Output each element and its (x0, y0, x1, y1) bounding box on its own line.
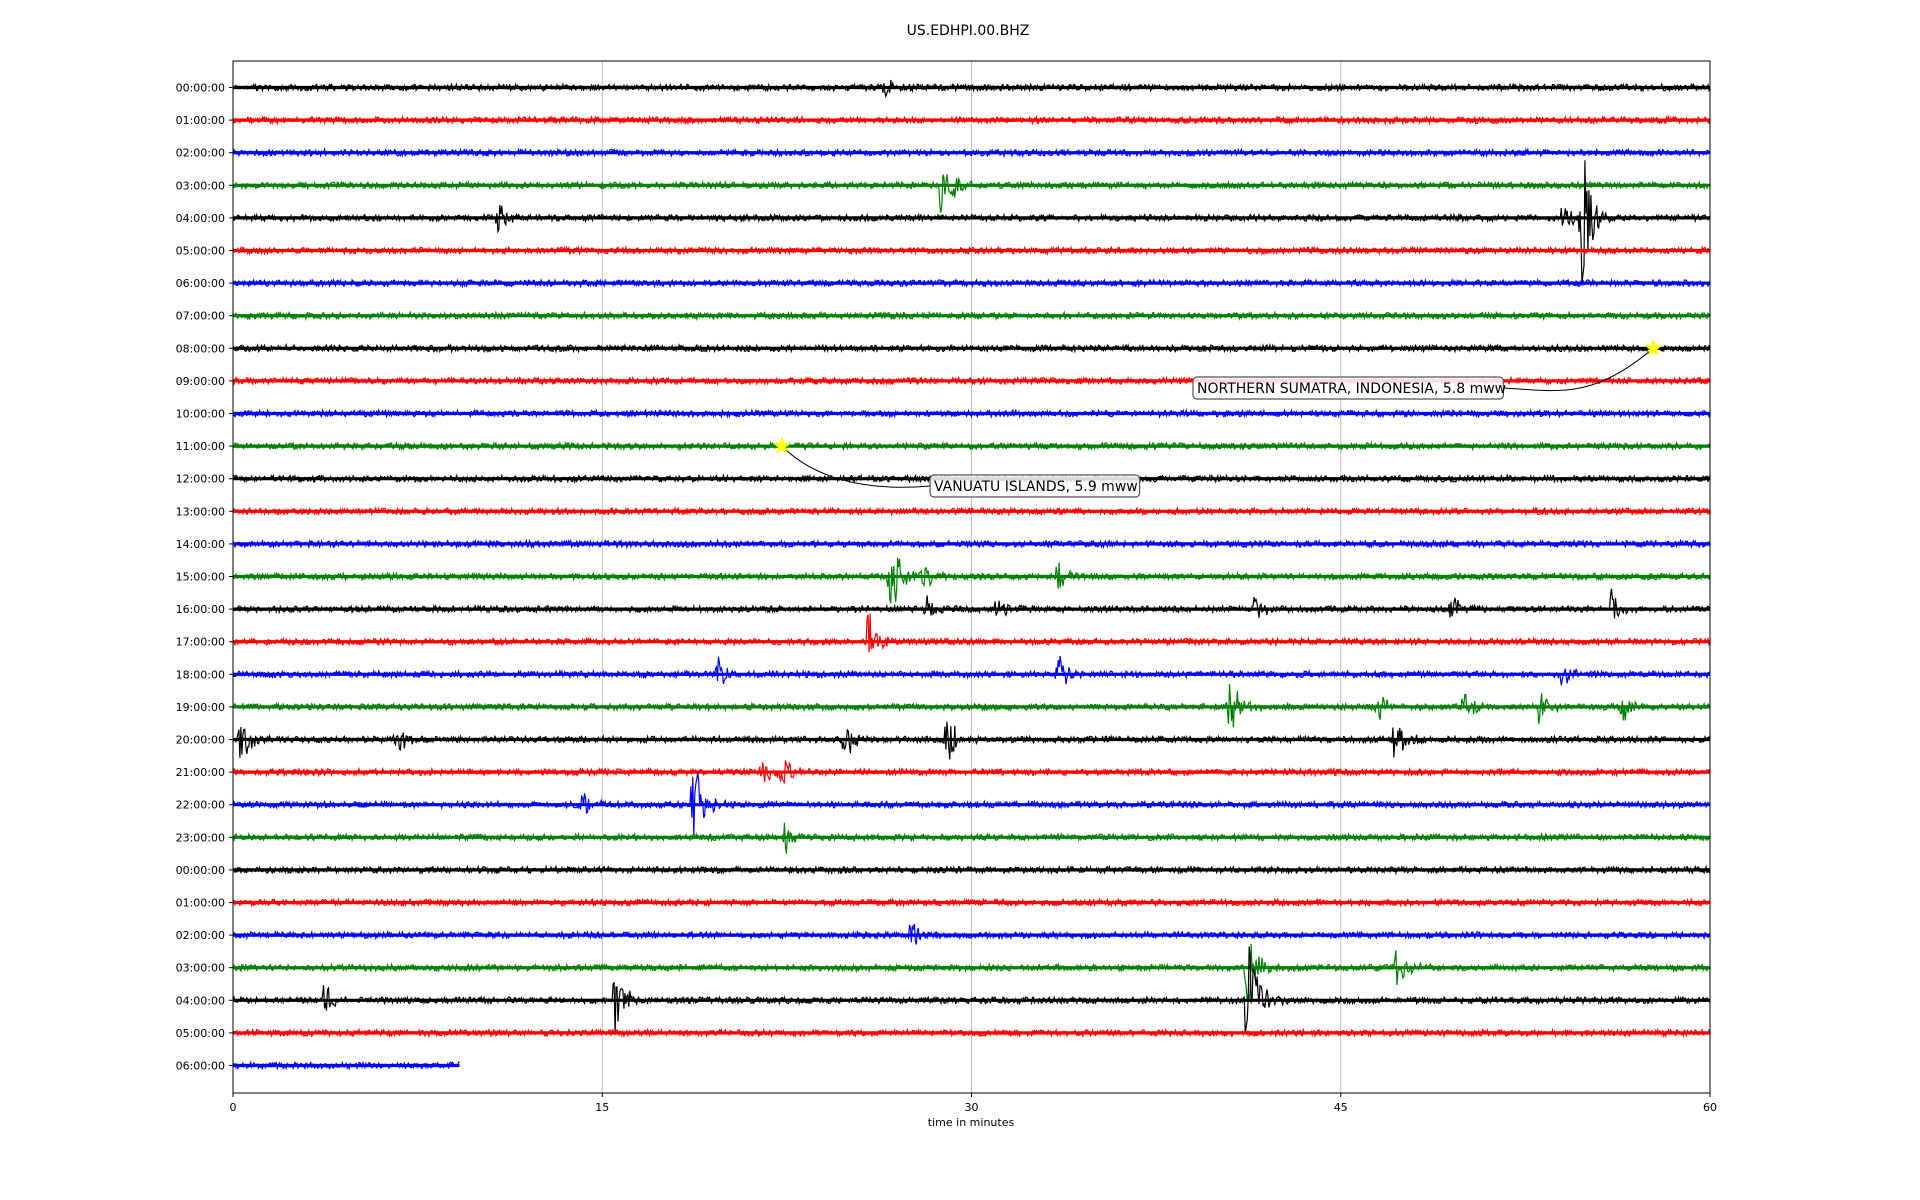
y-tick-label: 12:00:00 (176, 473, 225, 486)
y-tick-label: 16:00:00 (176, 603, 225, 616)
event-annotation: VANUATU ISLANDS, 5.9 mww (772, 436, 1141, 498)
y-tick-label: 06:00:00 (176, 1060, 225, 1073)
event-connector (1503, 347, 1654, 392)
y-tick-label: 17:00:00 (176, 636, 225, 649)
y-tick-label: 04:00:00 (176, 212, 225, 225)
y-tick-label: 02:00:00 (176, 929, 225, 942)
y-tick-label: 01:00:00 (176, 114, 225, 127)
event-annotation: NORTHERN SUMATRA, INDONESIA, 5.8 mww (1192, 338, 1663, 400)
x-tick-label: 60 (1703, 1101, 1717, 1114)
y-tick-label: 04:00:00 (176, 994, 225, 1007)
y-tick-label: 15:00:00 (176, 571, 225, 584)
y-tick-label: 23:00:00 (176, 831, 225, 844)
chart-title: US.EDHPI.00.BHZ (907, 23, 1030, 39)
y-tick-labels: 00:00:00 01:00:00 02:00:00 03:00:00 04:00:00… (176, 82, 233, 1073)
x-tick-label: 15 (595, 1101, 609, 1114)
y-tick-label: 03:00:00 (176, 962, 225, 975)
y-tick-label: 11:00:00 (176, 440, 225, 453)
y-tick-label: 06:00:00 (176, 277, 225, 290)
trace-row (232, 772, 1711, 836)
event-annotations: NORTHERN SUMATRA, INDONESIA, 5.8 mww VANU… (772, 338, 1663, 498)
y-tick-label: 19:00:00 (176, 701, 225, 714)
y-tick-label: 00:00:00 (176, 864, 225, 877)
y-tick-label: 09:00:00 (176, 375, 225, 388)
y-tick-label: 14:00:00 (176, 538, 225, 551)
event-star-icon (1644, 338, 1663, 357)
y-tick-label: 00:00:00 (176, 82, 225, 95)
y-tick-label: 22:00:00 (176, 799, 225, 812)
trace-row (232, 557, 1711, 604)
x-ticks: 0 15 30 45 60 (230, 1093, 1717, 1114)
y-tick-label: 02:00:00 (176, 147, 225, 160)
y-tick-label: 08:00:00 (176, 342, 225, 355)
event-connector (781, 445, 931, 488)
event-label: NORTHERN SUMATRA, INDONESIA, 5.8 mww (1197, 381, 1506, 397)
x-tick-label: 30 (965, 1101, 979, 1114)
y-tick-label: 18:00:00 (176, 668, 225, 681)
y-tick-label: 01:00:00 (176, 897, 225, 910)
y-tick-label: 07:00:00 (176, 310, 225, 323)
event-label: VANUATU ISLANDS, 5.9 mww (934, 479, 1138, 495)
trace-row (232, 147, 1711, 159)
event-label-box (929, 474, 1141, 498)
x-tick-label: 45 (1334, 1101, 1348, 1114)
plot-frame (232, 60, 1711, 1094)
y-tick-label: 13:00:00 (176, 505, 225, 518)
event-label-box (1192, 376, 1504, 400)
y-tick-label: 05:00:00 (176, 245, 225, 258)
y-tick-label: 10:00:00 (176, 408, 225, 421)
event-star-icon (772, 436, 792, 454)
y-tick-label: 20:00:00 (176, 734, 225, 747)
x-tick-label: 0 (230, 1101, 237, 1114)
y-tick-label: 21:00:00 (176, 766, 225, 779)
y-tick-label: 03:00:00 (176, 179, 225, 192)
x-axis-label: time in minutes (928, 1116, 1015, 1129)
y-tick-label: 05:00:00 (176, 1027, 225, 1040)
